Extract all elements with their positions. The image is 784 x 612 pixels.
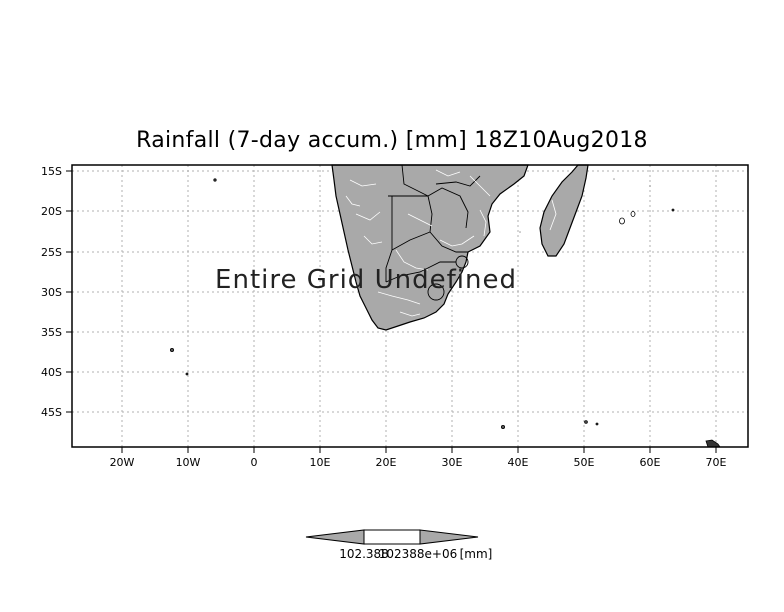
lat-label: 30S: [41, 286, 62, 299]
lon-label: 20E: [376, 456, 397, 469]
undefined-grid-message: Entire Grid Undefined: [215, 265, 517, 295]
lat-label: 25S: [41, 246, 62, 259]
lon-label: 20W: [110, 456, 135, 469]
colorbar-right-arrow: [419, 529, 479, 545]
lon-label: 10E: [310, 456, 331, 469]
lon-label: 50E: [574, 456, 595, 469]
lat-label: 40S: [41, 366, 62, 379]
colorbar: 102.388 102388e+06 [mm]: [305, 529, 493, 561]
lon-axis: 20W 10W 0 10E 20E 30E 40E 50E 60E 70E: [110, 447, 727, 469]
rivers: [345, 169, 557, 317]
lon-label: 30E: [442, 456, 463, 469]
lon-label: 0: [251, 456, 258, 469]
lon-label: 60E: [640, 456, 661, 469]
map-frame: [71, 164, 749, 448]
country-borders: [385, 164, 481, 301]
lon-label: 40E: [508, 456, 529, 469]
lon-label: 10W: [176, 456, 201, 469]
colorbar-swatch: [363, 529, 421, 545]
lat-label: 35S: [41, 326, 62, 339]
colorbar-min-label: 102.388: [339, 547, 389, 561]
lat-axis: 15S 20S 25S 30S 35S 40S 45S: [41, 165, 72, 419]
islands: [169, 178, 721, 448]
colorbar-unit-label: [mm]: [460, 547, 493, 561]
colorbar-left-arrow: [305, 529, 365, 545]
lat-label: 45S: [41, 406, 62, 419]
lat-label: 15S: [41, 165, 62, 178]
map-title: Rainfall (7-day accum.) [mm] 18Z10Aug201…: [136, 128, 648, 153]
madagascar: [539, 164, 589, 257]
africa-landmass: [331, 164, 529, 331]
lat-label: 20S: [41, 205, 62, 218]
colorbar-max-label: 102388e+06: [379, 547, 458, 561]
lon-label: 70E: [706, 456, 727, 469]
graticule: [72, 165, 748, 447]
